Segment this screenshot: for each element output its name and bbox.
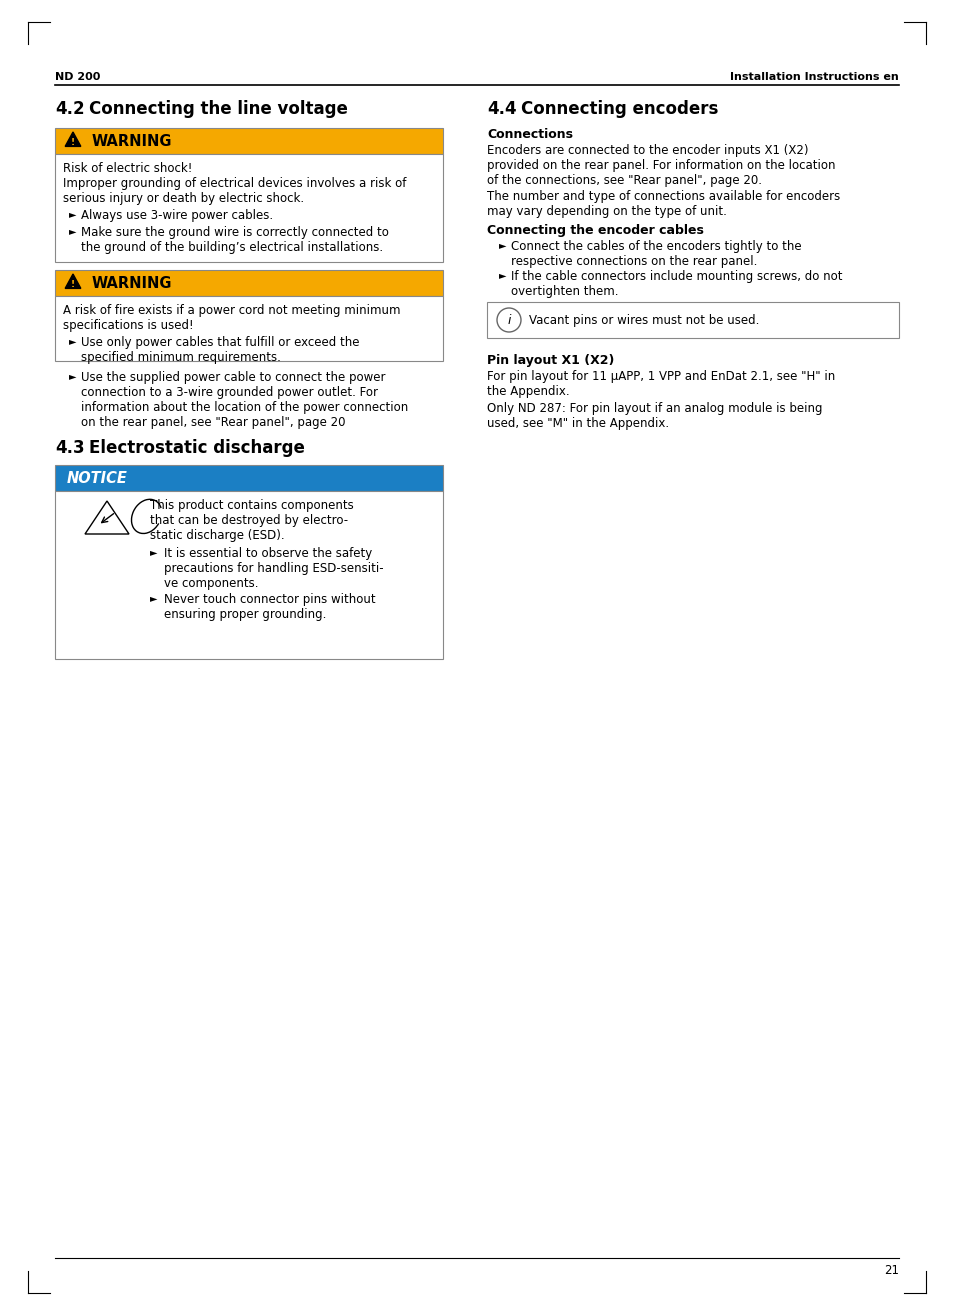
Text: Make sure the ground wire is correctly connected to
the ground of the building’s: Make sure the ground wire is correctly c…: [81, 226, 389, 254]
Text: Installation Instructions en: Installation Instructions en: [729, 72, 898, 82]
Text: ►: ►: [69, 226, 76, 235]
Text: Connecting the line voltage: Connecting the line voltage: [89, 100, 348, 118]
Text: Use the supplied power cable to connect the power
connection to a 3-wire grounde: Use the supplied power cable to connect …: [81, 371, 408, 429]
Text: 4.2: 4.2: [55, 100, 85, 118]
Text: ►: ►: [498, 270, 506, 280]
Text: ►: ►: [150, 547, 157, 558]
Circle shape: [497, 308, 520, 331]
Text: !: !: [71, 280, 75, 288]
Text: Encoders are connected to the encoder inputs X1 (X2)
provided on the rear panel.: Encoders are connected to the encoder in…: [486, 145, 835, 187]
Bar: [55, 490, 442, 659]
Bar: [55, 128, 442, 154]
Text: WARNING: WARNING: [91, 134, 172, 149]
Polygon shape: [65, 274, 81, 288]
Text: 4.3: 4.3: [55, 439, 85, 458]
Text: Pin layout X1 (X2): Pin layout X1 (X2): [486, 354, 614, 367]
Text: Connecting the encoder cables: Connecting the encoder cables: [486, 224, 703, 237]
Text: Never touch connector pins without
ensuring proper grounding.: Never touch connector pins without ensur…: [164, 593, 375, 621]
Text: ►: ►: [150, 593, 157, 604]
Text: !: !: [71, 138, 75, 146]
Text: For pin layout for 11 μAPP, 1 VPP and EnDat 2.1, see "H" in
the Appendix.: For pin layout for 11 μAPP, 1 VPP and En…: [486, 370, 835, 398]
Text: 4.4: 4.4: [486, 100, 517, 118]
Text: ►: ►: [498, 241, 506, 250]
Text: This product contains components
that can be destroyed by electro-
static discha: This product contains components that ca…: [150, 498, 354, 542]
Bar: [55, 270, 442, 296]
Text: WARNING: WARNING: [91, 276, 172, 291]
Text: ►: ►: [69, 337, 76, 346]
Polygon shape: [65, 132, 81, 146]
Text: ND 200: ND 200: [55, 72, 100, 82]
Text: Connect the cables of the encoders tightly to the
respective connections on the : Connect the cables of the encoders tight…: [511, 241, 801, 268]
Text: Improper grounding of electrical devices involves a risk of
serious injury or de: Improper grounding of electrical devices…: [63, 178, 406, 205]
Text: Electrostatic discharge: Electrostatic discharge: [89, 439, 305, 458]
Text: Connecting encoders: Connecting encoders: [520, 100, 718, 118]
Text: A risk of fire exists if a power cord not meeting minimum
specifications is used: A risk of fire exists if a power cord no…: [63, 304, 400, 331]
Text: 21: 21: [883, 1264, 898, 1277]
Text: Use only power cables that fulfill or exceed the
specified minimum requirements.: Use only power cables that fulfill or ex…: [81, 337, 359, 364]
Text: i: i: [507, 313, 510, 326]
Text: Risk of electric shock!: Risk of electric shock!: [63, 162, 193, 175]
Text: NOTICE: NOTICE: [67, 471, 128, 485]
Text: The number and type of connections available for encoders
may vary depending on : The number and type of connections avail…: [486, 189, 840, 218]
Bar: [55, 296, 442, 362]
Text: ►: ►: [69, 209, 76, 220]
Bar: [55, 154, 442, 262]
Bar: [55, 466, 442, 490]
Text: ►: ►: [69, 371, 76, 381]
Polygon shape: [85, 501, 129, 534]
Bar: [486, 302, 898, 338]
Text: If the cable connectors include mounting screws, do not
overtighten them.: If the cable connectors include mounting…: [511, 270, 841, 299]
Text: It is essential to observe the safety
precautions for handling ESD-sensiti-
ve c: It is essential to observe the safety pr…: [164, 547, 383, 590]
Text: Connections: Connections: [486, 128, 573, 141]
Text: Always use 3-wire power cables.: Always use 3-wire power cables.: [81, 209, 273, 222]
Text: Vacant pins or wires must not be used.: Vacant pins or wires must not be used.: [529, 313, 759, 326]
Text: Only ND 287: For pin layout if an analog module is being
used, see "M" in the Ap: Only ND 287: For pin layout if an analog…: [486, 402, 821, 430]
